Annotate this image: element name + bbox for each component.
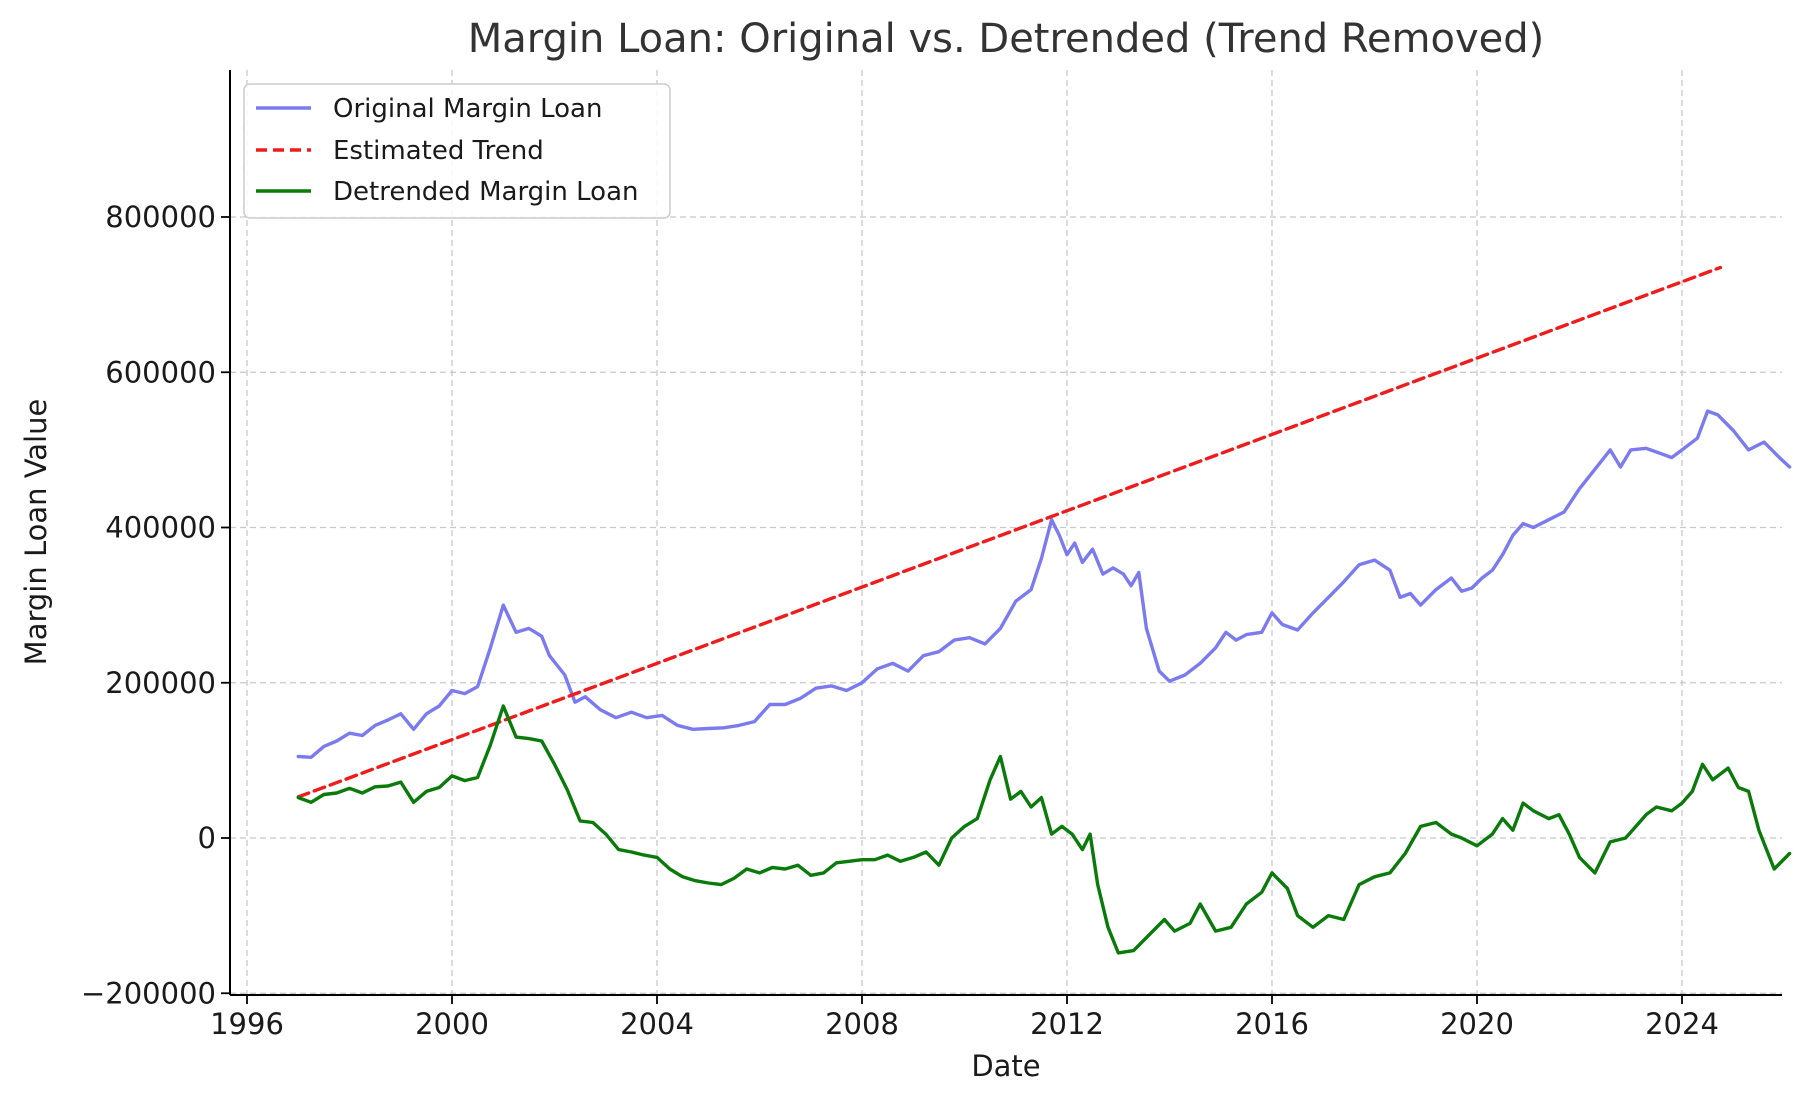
legend-label-original: Original Margin Loan <box>333 94 602 124</box>
series-detrended-line <box>296 704 1792 955</box>
x-tick-label: 2016 <box>1235 1007 1309 1041</box>
y-tick-label: 0 <box>198 821 216 855</box>
x-tick-label: 2000 <box>415 1007 489 1041</box>
x-tick-label: 2008 <box>825 1007 899 1041</box>
y-tick-label: 400000 <box>105 511 216 545</box>
x-tick-label: 2012 <box>1030 1007 1104 1041</box>
legend-box <box>243 83 671 219</box>
chart-title: Margin Loan: Original vs. Detrended (Tre… <box>468 16 1544 62</box>
y-axis-label: Margin Loan Value <box>19 399 53 666</box>
y-tick-label: −200000 <box>81 976 216 1010</box>
y-tick-label: 800000 <box>105 200 216 234</box>
series-trend-line <box>296 265 1723 799</box>
y-tick-label: 600000 <box>105 355 216 389</box>
y-tick-label: 200000 <box>105 666 216 700</box>
y-tick-layer: −200000 0 200000 400000 600000 800000 <box>81 200 230 1010</box>
series-layer <box>296 265 1792 955</box>
series-original-line <box>296 409 1792 759</box>
legend-label-trend: Estimated Trend <box>333 136 544 166</box>
grid-layer <box>230 70 1782 995</box>
legend: Original Margin Loan Estimated Trend Det… <box>243 83 671 219</box>
x-tick-label: 2004 <box>620 1007 694 1041</box>
x-tick-label: 1996 <box>210 1007 284 1041</box>
x-tick-label: 2020 <box>1440 1007 1514 1041</box>
x-tick-label: 2024 <box>1645 1007 1719 1041</box>
legend-label-detrended: Detrended Margin Loan <box>333 177 639 207</box>
x-axis-label: Date <box>971 1049 1040 1083</box>
x-tick-layer: 1996 2000 2004 2008 2012 2016 2020 2024 <box>210 995 1719 1041</box>
